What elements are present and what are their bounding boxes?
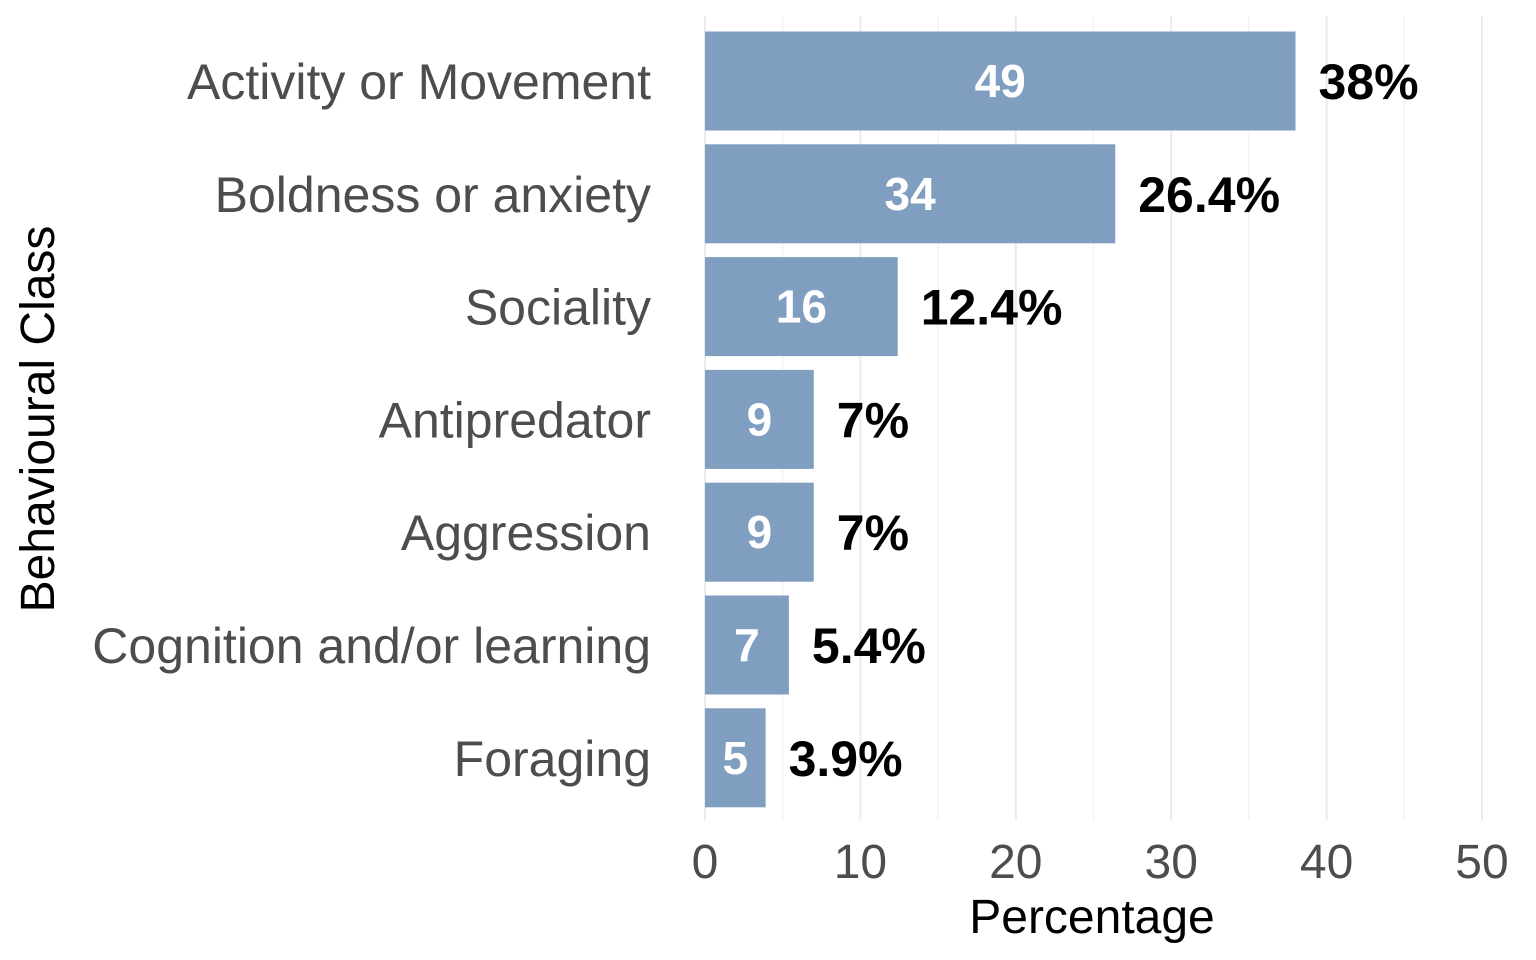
x-tick-label: 0 [692,836,719,889]
grid [704,16,1483,820]
bar [705,144,1116,244]
bar-percent-label: 38% [1319,54,1419,110]
y-axis-title: Behavioural Class [12,226,65,613]
x-axis-ticks: 0 10 20 30 40 50 [692,836,1509,889]
bar-count-label: 5 [723,732,749,784]
bar [705,369,814,469]
bar-percent-label: 5.4% [812,618,926,674]
x-tick-label: 30 [1145,836,1198,889]
x-tick-label: 20 [989,836,1042,889]
bar-percent-label: 7% [837,505,909,561]
category-label: Activity or Movement [187,54,651,110]
x-tick-label: 50 [1455,836,1508,889]
bar-percent-label: 7% [837,392,909,448]
category-label: Sociality [465,280,651,336]
bar-count-label: 9 [747,506,773,558]
category-labels: Activity or Movement Boldness or anxiety S… [92,54,651,787]
bar-count-label: 34 [885,168,937,220]
bar-percent-label: 3.9% [789,731,903,787]
bar [705,257,898,357]
data-labels: 49 38% 34 26.4% 16 12.4% 9 7% 9 7% 7 5.4% 5 3.9% [723,54,1419,787]
category-label: Foraging [454,731,651,787]
bar-percent-label: 12.4% [921,280,1063,336]
bar-count-label: 7 [734,619,760,671]
category-label: Aggression [401,505,651,561]
category-label: Antipredator [379,392,651,448]
x-tick-label: 40 [1300,836,1353,889]
bar-count-label: 16 [776,281,827,333]
bars [705,31,1296,808]
category-label: Boldness or anxiety [215,167,651,223]
category-label: Cognition and/or learning [92,618,651,674]
bar [705,482,814,582]
bar-percent-label: 26.4% [1138,167,1280,223]
bar [705,595,789,695]
bar-count-label: 9 [747,393,773,445]
bar-count-label: 49 [975,55,1026,107]
bar [705,31,1296,131]
x-tick-label: 10 [834,836,887,889]
bar [705,708,766,808]
x-axis-title: Percentage [969,891,1215,944]
